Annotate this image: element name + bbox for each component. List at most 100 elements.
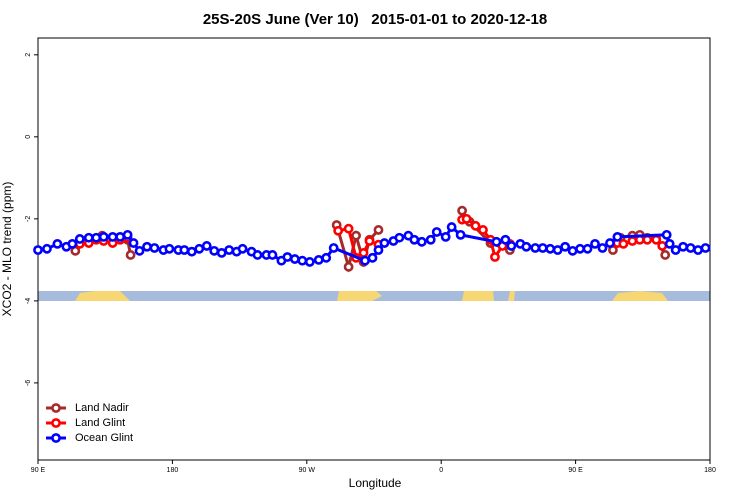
data-point xyxy=(304,257,315,267)
data-point xyxy=(343,261,354,272)
data-point xyxy=(333,225,344,236)
data-point xyxy=(373,225,384,235)
data-point xyxy=(627,236,638,246)
legend-marker xyxy=(51,418,61,428)
data-point xyxy=(457,205,468,216)
data-point xyxy=(237,243,248,254)
data-point xyxy=(455,229,466,240)
data-point xyxy=(98,232,109,242)
data-point xyxy=(209,245,220,256)
data-point xyxy=(500,234,511,245)
y-axis-label: XCO2 - MLO trend (ppm) xyxy=(0,182,14,317)
data-point xyxy=(52,238,63,249)
data-point xyxy=(661,229,672,240)
data-point xyxy=(560,241,571,252)
data-point xyxy=(360,255,370,266)
data-point xyxy=(470,220,481,231)
data-point xyxy=(343,223,354,234)
data-point xyxy=(685,243,696,253)
legend-marker xyxy=(51,433,61,443)
chart-title: 25S-20S June (Ver 10) 2015-01-01 to 2020… xyxy=(203,11,547,28)
x-tick-label: 90 W xyxy=(299,467,316,474)
x-tick-label: 0 xyxy=(439,467,443,474)
y-tick-label: -4 xyxy=(25,298,32,304)
data-point xyxy=(224,245,235,255)
y-tick-label: -2 xyxy=(25,216,32,222)
data-point xyxy=(122,229,133,240)
data-point xyxy=(128,238,139,248)
data-point xyxy=(425,234,436,245)
data-point xyxy=(125,250,136,260)
y-tick-label: -6 xyxy=(25,380,32,386)
data-point xyxy=(590,238,600,249)
data-point xyxy=(440,232,451,242)
data-point xyxy=(364,236,375,246)
data-point xyxy=(490,252,500,262)
x-axis-label: Longitude xyxy=(349,476,402,490)
data-point xyxy=(179,245,190,255)
data-point xyxy=(142,241,152,252)
data-point xyxy=(91,232,102,243)
data-point xyxy=(530,243,541,253)
land-strip xyxy=(337,291,382,301)
data-point xyxy=(328,243,339,253)
data-point xyxy=(521,241,532,252)
data-point xyxy=(700,243,711,253)
data-point xyxy=(478,225,488,235)
legend-label: Ocean Glint xyxy=(75,432,133,444)
data-point xyxy=(651,234,662,245)
data-point xyxy=(67,238,78,249)
data-point xyxy=(575,243,585,254)
data-point xyxy=(657,241,668,251)
data-point xyxy=(693,245,703,255)
data-point xyxy=(216,247,227,258)
data-point xyxy=(297,255,308,266)
legend-label: Land Nadir xyxy=(75,402,129,414)
data-point xyxy=(252,250,263,260)
x-tick-label: 90 E xyxy=(31,467,46,474)
data-point xyxy=(660,250,671,260)
data-point xyxy=(107,232,118,242)
data-point xyxy=(373,245,384,255)
data-point xyxy=(134,245,145,256)
data-point xyxy=(289,254,300,264)
land-strip xyxy=(612,291,668,301)
data-point xyxy=(83,232,94,243)
land-strip xyxy=(462,291,494,301)
data-point xyxy=(446,222,457,232)
land-mask-strip xyxy=(38,291,710,301)
data-point xyxy=(409,234,420,245)
data-point xyxy=(321,252,332,263)
data-point xyxy=(605,238,615,248)
data-point xyxy=(74,234,85,244)
legend-label: Land Glint xyxy=(75,417,125,429)
data-point xyxy=(597,243,608,253)
data-point xyxy=(149,243,160,253)
data-point xyxy=(431,227,442,237)
data-point xyxy=(545,243,556,254)
data-point xyxy=(194,243,205,254)
data-point xyxy=(164,243,175,254)
data-point xyxy=(358,247,369,258)
data-point xyxy=(282,252,293,262)
data-point xyxy=(618,238,629,249)
x-tick-label: 180 xyxy=(704,467,716,474)
data-point xyxy=(664,238,675,249)
data-point xyxy=(491,236,502,247)
data-point xyxy=(612,232,623,242)
data-point xyxy=(506,241,517,251)
data-point xyxy=(351,230,361,241)
data-point xyxy=(313,254,324,265)
data-point xyxy=(416,236,427,247)
y-tick-label: 0 xyxy=(25,135,32,139)
data-point xyxy=(42,243,52,254)
data-point xyxy=(461,213,472,224)
data-point xyxy=(678,241,689,252)
data-point xyxy=(552,245,563,255)
x-tick-label: 180 xyxy=(167,467,179,474)
data-point xyxy=(567,245,578,256)
data-point xyxy=(537,243,548,253)
data-point xyxy=(367,252,378,263)
data-point xyxy=(670,245,681,255)
